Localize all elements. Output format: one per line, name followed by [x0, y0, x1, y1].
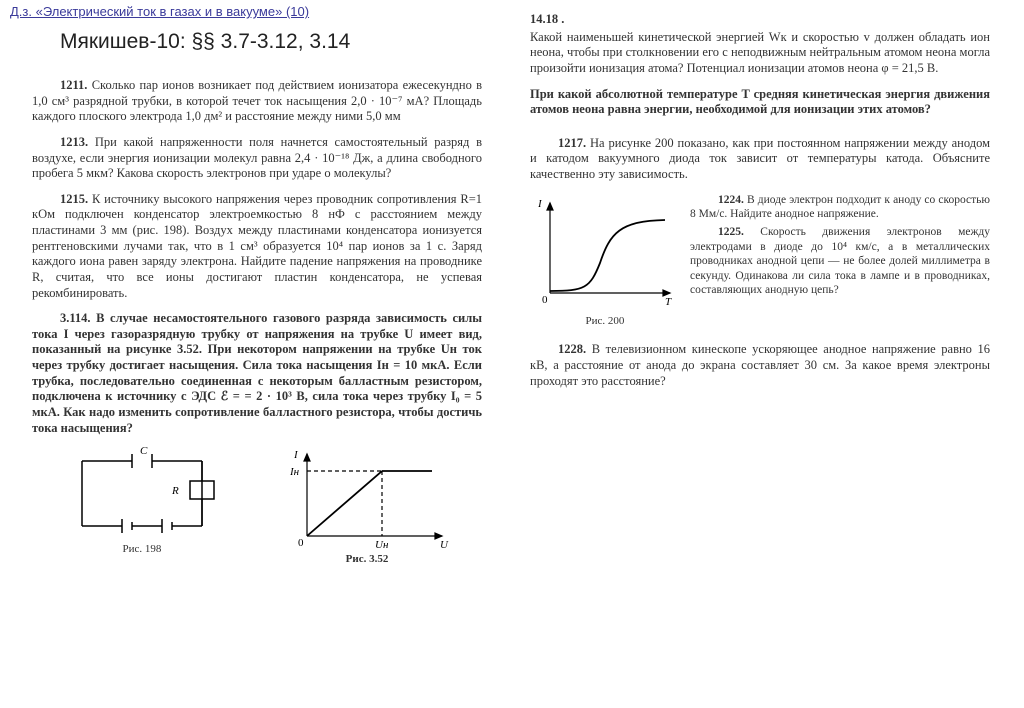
fig200-row: I T 0 Рис. 200 1224. В диоде электрон по…	[530, 193, 990, 329]
iu-graph-icon: I Iн U Uн 0	[282, 446, 452, 551]
label-In: Iн	[289, 466, 300, 478]
problem-num: 14.18 .	[530, 12, 564, 26]
fig-caption-198: Рис. 198	[62, 543, 222, 557]
circuit-diagram-icon: C R	[62, 446, 222, 541]
problem-1211: 1211. Сколько пар ионов возникает под де…	[32, 78, 482, 125]
label-T: T	[665, 296, 672, 308]
figure-200: I T 0 Рис. 200	[530, 193, 680, 329]
problem-1215: 1215. К источнику высокого напряжения че…	[32, 192, 482, 301]
problem-1228: 1228. В телевизионном кинескопе ускоряющ…	[530, 342, 990, 389]
label-I: I	[293, 449, 299, 461]
label-C: C	[140, 446, 148, 457]
label-U: U	[440, 539, 449, 551]
figure-198: C R Рис. 198	[62, 446, 222, 557]
label-R: R	[171, 485, 179, 497]
problem-num: 1213.	[60, 135, 88, 149]
problem-text: В случае несамостоятельного газового раз…	[32, 311, 482, 434]
problem-text: При какой напряженности поля начнется са…	[32, 135, 482, 180]
fig-caption-352: Рис. 3.52	[282, 553, 452, 567]
label-zero: 0	[298, 537, 304, 549]
fig-caption-200: Рис. 200	[530, 315, 680, 329]
problem-num: 1224.	[718, 194, 744, 206]
right-column: 14.18 . Какой наименьшей кинетической эн…	[530, 12, 990, 399]
label-zero: 0	[542, 294, 548, 306]
homework-link[interactable]: Д.з. «Электрический ток в газах и в ваку…	[10, 4, 309, 19]
problem-text: К источнику высокого напряжения через пр…	[32, 192, 482, 300]
problem-num: 1217.	[558, 136, 586, 150]
problem-1418a: Какой наименьшей кинетической энергией W…	[530, 30, 990, 77]
problem-num: 1211.	[60, 78, 87, 92]
problem-1213: 1213. При какой напряженности поля начне…	[32, 135, 482, 182]
problem-num: 1225.	[718, 226, 744, 238]
problem-text: На рисунке 200 показано, как при постоян…	[530, 136, 990, 181]
page-title: Мякишев-10: §§ 3.7-3.12, 3.14	[60, 30, 350, 54]
it-curve-icon: I T 0	[530, 193, 680, 313]
label-Un: Uн	[375, 539, 389, 551]
figures-row: C R Рис. 198	[32, 446, 482, 567]
problem-num: 1228.	[558, 342, 586, 356]
problem-num: 3.114.	[60, 311, 91, 325]
problem-1224: 1224. В диоде электрон подходит к аноду …	[690, 193, 990, 222]
left-column: 1211. Сколько пар ионов возникает под де…	[32, 78, 482, 567]
side-problems: 1224. В диоде электрон подходит к аноду …	[690, 193, 990, 308]
problem-1225: 1225. Скорость движения электро­нов межд…	[690, 225, 990, 297]
problem-text: В телевизионном кинескопе ускоряющее ано…	[530, 342, 990, 387]
label-I: I	[537, 198, 543, 210]
problem-3114: 3.114. В случае несамостоятельного газов…	[32, 311, 482, 436]
problem-1418-num: 14.18 .	[530, 12, 990, 28]
problem-1418b: При какой абсолютной температуре T средн…	[530, 87, 990, 118]
problem-text: Сколько пар ионов возникает под действие…	[32, 78, 482, 123]
problem-1217: 1217. На рисунке 200 показано, как при п…	[530, 136, 990, 183]
problem-num: 1215.	[60, 192, 88, 206]
figure-352: I Iн U Uн 0 Рис. 3.52	[282, 446, 452, 567]
